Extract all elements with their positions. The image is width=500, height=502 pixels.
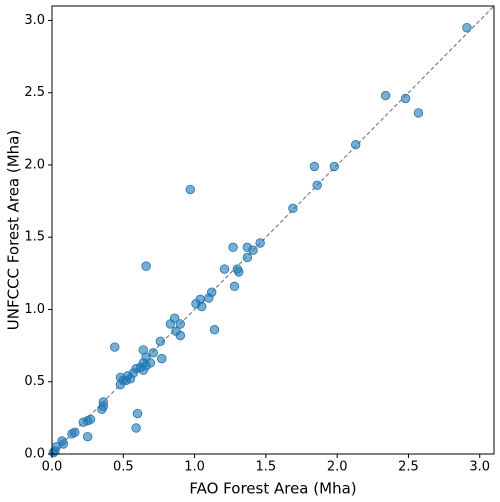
point	[67, 429, 77, 439]
x-tick-label: 2.5	[398, 460, 419, 475]
x-axis-title: FAO Forest Area (Mha)	[189, 480, 356, 498]
y-tick-label: 3.0	[24, 13, 45, 28]
point	[312, 180, 322, 190]
point	[209, 325, 220, 335]
point	[175, 319, 186, 329]
point	[82, 431, 93, 442]
point	[462, 22, 472, 33]
x-tick-label: 0.0	[42, 460, 63, 475]
point	[48, 447, 59, 458]
point	[380, 90, 391, 101]
point	[121, 375, 131, 385]
point	[110, 342, 120, 352]
y-axis-title: UNFCCC Forest Area (Mha)	[5, 130, 23, 330]
plot-frame	[51, 5, 495, 455]
point	[131, 423, 141, 433]
point	[229, 281, 240, 292]
point	[138, 365, 148, 375]
point	[197, 301, 207, 312]
point	[288, 203, 298, 214]
point	[219, 264, 230, 274]
point	[204, 293, 214, 303]
point	[242, 252, 253, 263]
point	[157, 353, 167, 364]
point	[141, 261, 151, 271]
y-tick-label: 1.5	[24, 230, 45, 245]
y-tick-label: 0.0	[24, 447, 45, 462]
point	[413, 108, 424, 118]
point	[185, 184, 196, 195]
point	[234, 267, 244, 277]
point	[175, 330, 186, 341]
point	[155, 336, 166, 346]
point	[132, 408, 143, 419]
point	[255, 238, 265, 248]
x-tick-label: 3.0	[469, 460, 490, 475]
point	[165, 319, 176, 329]
point	[329, 161, 340, 172]
x-tick-label: 0.5	[113, 460, 134, 475]
y-tick-label: 2.5	[24, 85, 45, 100]
y-tick-label: 0.5	[24, 374, 45, 389]
point	[350, 140, 361, 150]
point	[228, 242, 238, 253]
x-tick-label: 1.0	[184, 460, 205, 475]
point	[82, 416, 93, 426]
x-tick-label: 2.0	[327, 460, 348, 475]
x-tick-label: 1.5	[256, 460, 277, 475]
point	[309, 161, 320, 172]
point	[148, 348, 158, 358]
point	[248, 245, 258, 255]
point	[97, 404, 107, 414]
point	[400, 93, 411, 104]
y-tick-label: 1.0	[24, 302, 45, 317]
y-tick-label: 2.0	[24, 157, 45, 172]
